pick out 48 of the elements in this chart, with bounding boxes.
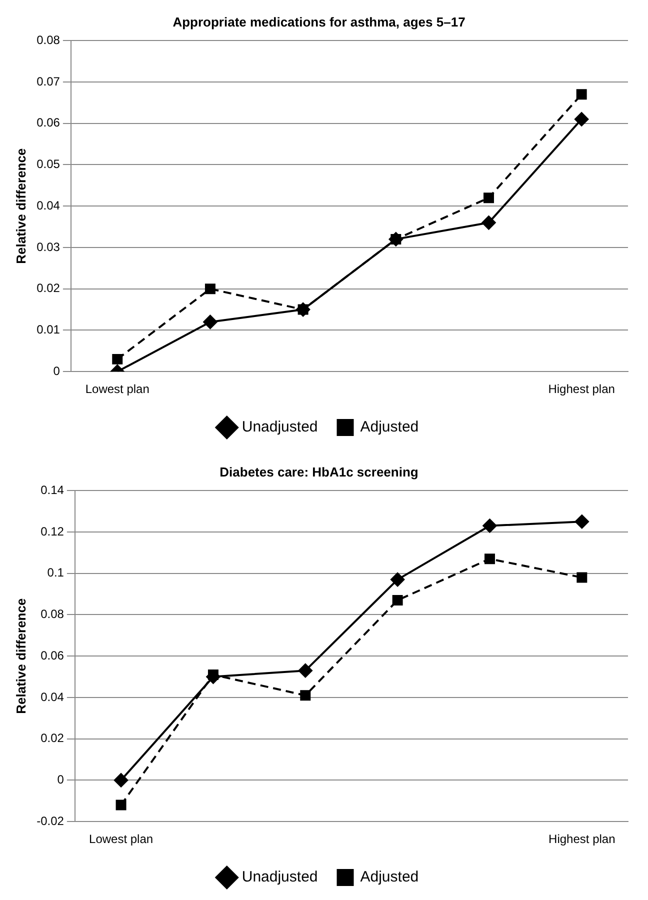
point <box>114 773 128 788</box>
y-tick-label: 0.02 <box>36 281 60 296</box>
legend-label: Unadjusted <box>242 418 318 436</box>
chart-title: Appropriate medications for asthma, ages 5–17 <box>172 14 466 30</box>
point <box>574 112 589 126</box>
point <box>203 314 218 329</box>
y-tick-label: 0 <box>57 772 64 787</box>
y-tick-label: 0.01 <box>36 322 60 337</box>
y-tick-label: 0.06 <box>40 648 64 662</box>
legend-label: Unadjusted <box>242 868 318 886</box>
point <box>482 518 497 533</box>
chart-title: Diabetes care: HbA1c screening <box>220 464 418 480</box>
x-tick-label: Highest plan <box>548 832 616 846</box>
y-tick-label: 0.08 <box>36 32 60 47</box>
y-tick-label: 0.07 <box>36 74 60 88</box>
point <box>576 89 587 100</box>
y-tick-label: 0.06 <box>36 116 60 130</box>
y-tick-label: -0.02 <box>36 814 64 828</box>
y-tick-label: 0.1 <box>47 566 64 580</box>
y-tick-label: 0.02 <box>40 731 64 746</box>
point <box>204 284 216 294</box>
y-tick-label: 0.04 <box>36 198 60 212</box>
x-tick-label: Lowest plan <box>89 832 154 846</box>
point <box>390 572 405 587</box>
point <box>483 192 494 204</box>
point <box>576 572 588 583</box>
point <box>116 800 126 810</box>
legend-label: Adjusted <box>360 418 419 436</box>
y-axis-title: Relative difference <box>13 598 28 714</box>
x-tick-label: Lowest plan <box>85 382 150 396</box>
point <box>392 595 403 606</box>
y-tick-label: 0 <box>53 364 60 378</box>
point <box>484 554 495 564</box>
y-tick-label: 0.08 <box>40 607 64 622</box>
y-tick-label: 0.04 <box>40 690 64 704</box>
y-tick-label: 0.14 <box>40 482 64 497</box>
y-tick-label: 0.12 <box>40 524 64 538</box>
y-tick-label: 0.03 <box>36 240 60 254</box>
point <box>298 664 312 678</box>
x-tick-label: Highest plan <box>548 382 615 396</box>
point <box>300 690 311 701</box>
point <box>574 514 589 529</box>
point <box>112 354 123 364</box>
y-axis-title: Relative difference <box>13 148 28 264</box>
y-tick-label: 0.05 <box>36 157 60 172</box>
point <box>482 216 496 230</box>
point <box>206 670 220 684</box>
legend-label: Adjusted <box>360 868 419 886</box>
